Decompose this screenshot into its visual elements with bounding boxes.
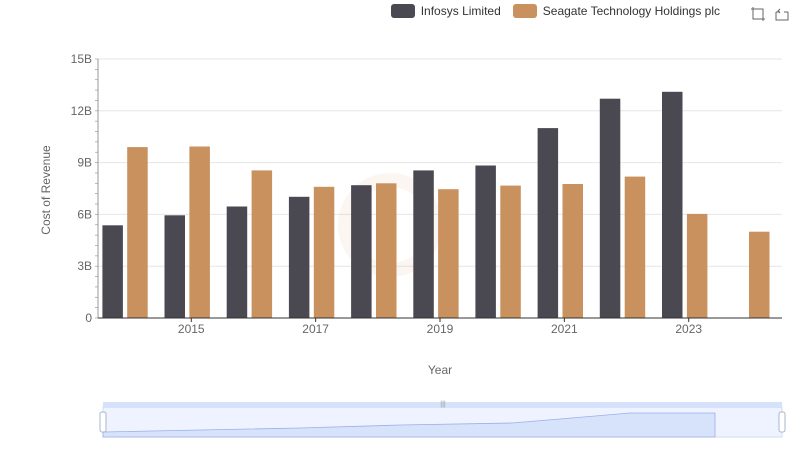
legend-label-seagate: Seagate Technology Holdings plc <box>542 4 720 18</box>
bar-seagate-2024[interactable] <box>749 231 770 318</box>
bar-seagate-2016[interactable] <box>251 170 273 318</box>
y-tick-label: 3B <box>77 259 92 273</box>
legend-item-seagate[interactable]: Seagate Technology Holdings plc <box>512 4 720 18</box>
y-axis-title: Cost of Revenue <box>39 145 53 235</box>
x-tick-label: 2017 <box>302 322 329 336</box>
legend-swatch-infosys <box>390 4 415 18</box>
data-zoom-selection[interactable] <box>103 402 782 408</box>
legend: Infosys Limited Seagate Technology Holdi… <box>390 4 720 18</box>
data-zoom-slider[interactable]: ||| <box>99 401 786 438</box>
legend-item-infosys[interactable]: Infosys Limited <box>390 4 501 18</box>
bar-seagate-2017[interactable] <box>313 186 335 318</box>
bar-infosys-2016[interactable] <box>226 206 248 319</box>
bar-infosys-2015[interactable] <box>164 215 186 318</box>
legend-label-infosys: Infosys Limited <box>420 4 501 18</box>
toolbox <box>750 6 790 22</box>
y-tick-label: 12B <box>71 104 92 118</box>
x-tick-label: 2023 <box>675 322 702 336</box>
bar-seagate-2015[interactable] <box>189 146 210 319</box>
zoom-reset-icon[interactable] <box>774 6 790 22</box>
y-tick-label: 15B <box>71 52 92 66</box>
data-zoom-drag-icon: ||| <box>440 401 446 408</box>
x-axis-title: Year <box>428 363 452 377</box>
y-tick-label: 9B <box>77 156 92 170</box>
x-tick-label: 2015 <box>178 322 205 336</box>
bar-infosys-2017[interactable] <box>288 196 310 318</box>
bar-infosys-2014[interactable] <box>102 225 123 318</box>
bar-seagate-2022[interactable] <box>624 176 646 318</box>
y-tick-label: 6B <box>77 207 92 221</box>
bar-seagate-2019[interactable] <box>438 189 459 318</box>
bar-infosys-2021[interactable] <box>537 128 559 318</box>
bar-infosys-2020[interactable] <box>475 165 496 319</box>
data-zoom-handle-right[interactable] <box>778 411 786 433</box>
bar-infosys-2023[interactable] <box>662 91 683 318</box>
bar-seagate-2018[interactable] <box>376 183 397 318</box>
data-zoom-handle-left[interactable] <box>99 411 107 433</box>
bar-seagate-2020[interactable] <box>500 185 521 318</box>
bar-infosys-2022[interactable] <box>599 98 621 318</box>
legend-swatch-seagate <box>512 4 537 18</box>
y-tick-label: 0 <box>85 311 92 325</box>
x-tick-label: 2021 <box>551 322 578 336</box>
bar-seagate-2023[interactable] <box>686 213 708 318</box>
bar-infosys-2018[interactable] <box>351 185 372 318</box>
bar-seagate-2021[interactable] <box>562 184 584 318</box>
bar-seagate-2014[interactable] <box>127 147 148 318</box>
bars <box>102 91 770 319</box>
zoom-icon[interactable] <box>750 6 766 22</box>
bar-infosys-2019[interactable] <box>413 170 434 318</box>
axes: 0 3B 6B 9B 12B 15B 2015 2017 2019 2021 2023 <box>71 52 782 336</box>
data-zoom-preview-line <box>102 412 716 438</box>
x-tick-label: 2019 <box>427 322 454 336</box>
